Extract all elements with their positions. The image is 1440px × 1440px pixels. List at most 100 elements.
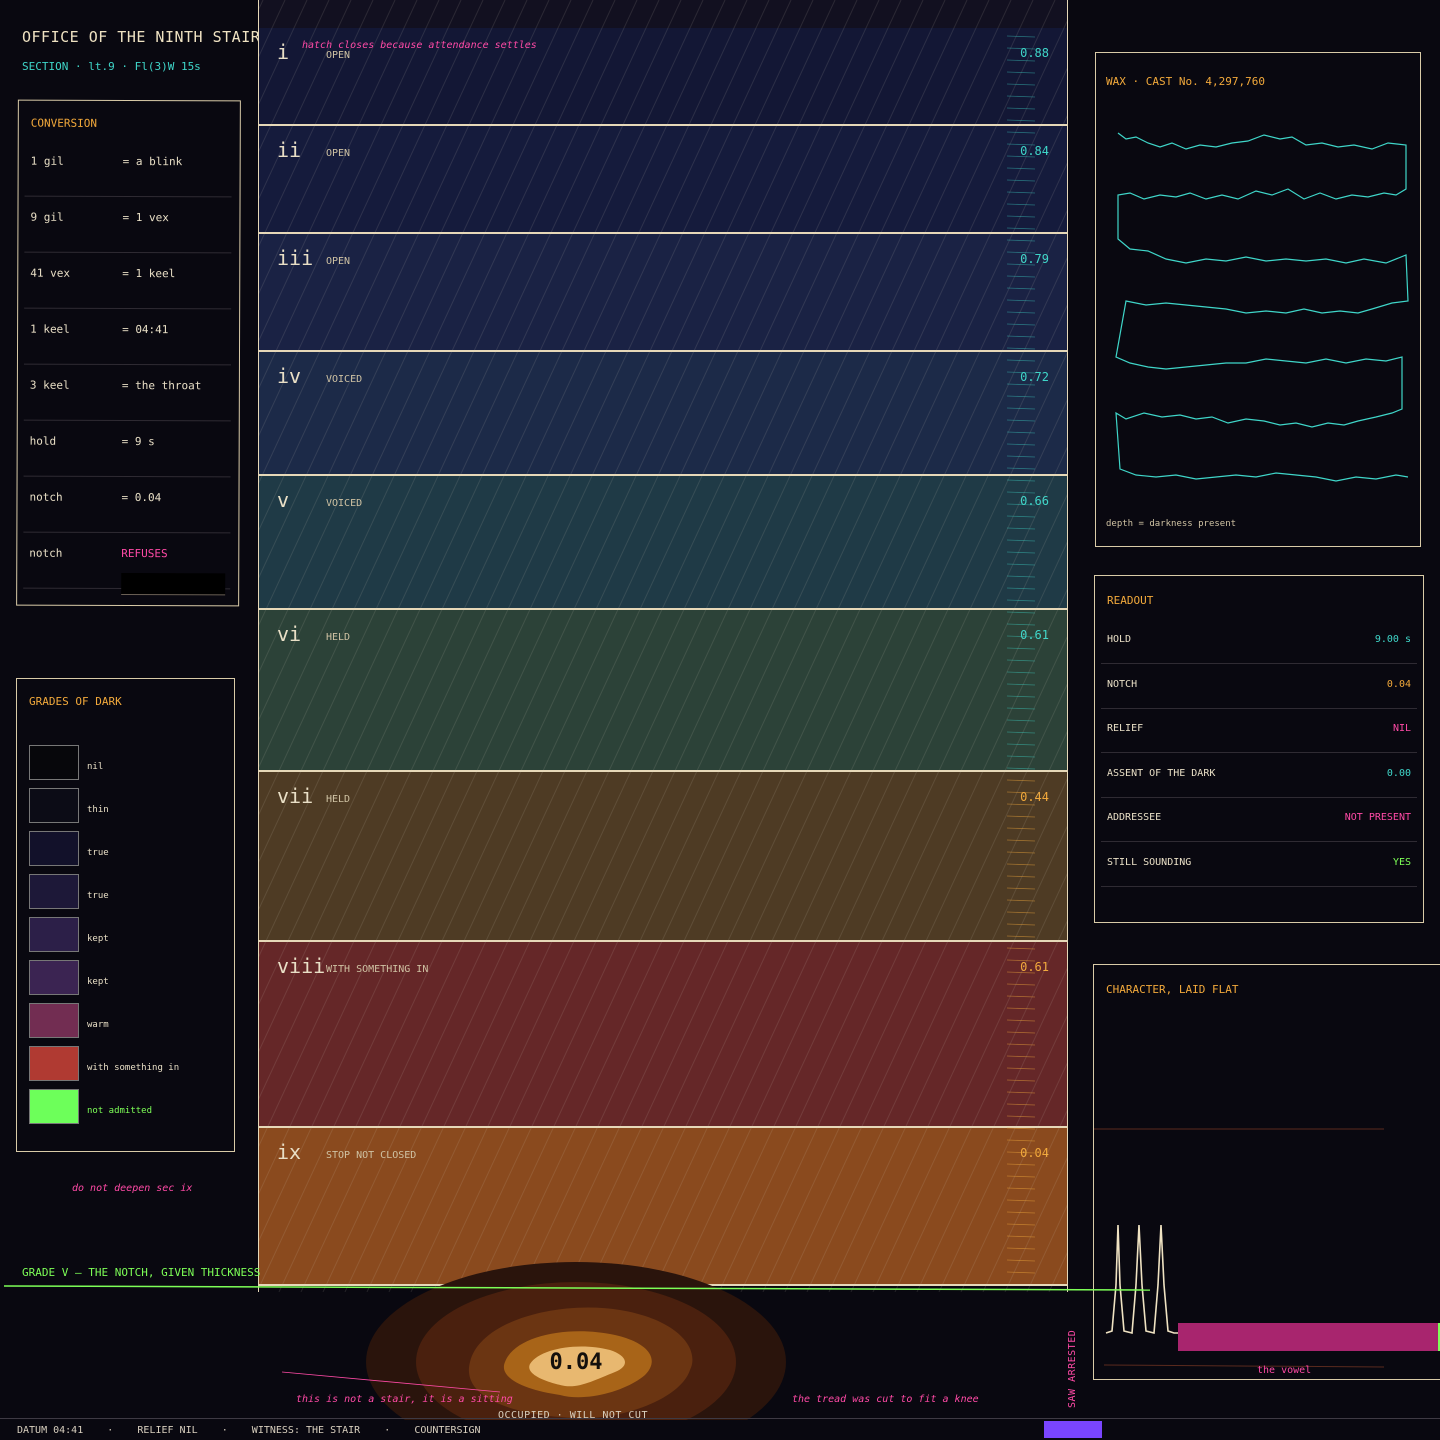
- tread-state: VOICED: [326, 374, 363, 385]
- stair-tread: vi HELD 0.61: [259, 608, 1067, 770]
- grade-swatch: [29, 1046, 79, 1081]
- wax-footer: depth = darkness present: [1106, 519, 1237, 529]
- readout-title: READOUT: [1107, 594, 1154, 607]
- grade-swatch: [29, 831, 79, 866]
- notch-value: 0.04: [549, 1350, 603, 1375]
- readout-value: NIL: [1392, 723, 1411, 734]
- tread-value: 0.04: [1020, 1146, 1049, 1160]
- stair-tread: i OPEN 0.88: [259, 28, 1067, 124]
- tread-value: 0.79: [1020, 252, 1049, 266]
- tread-state: VOICED: [326, 498, 363, 509]
- grade-swatch: [29, 1003, 79, 1038]
- readout-row: RELIEF NIL: [1101, 709, 1417, 753]
- stair-tread: v VOICED 0.66: [259, 474, 1067, 608]
- tread-number: viii: [277, 954, 326, 978]
- countersign-block[interactable]: [1044, 1421, 1102, 1438]
- notch-contour: [3, 1262, 1151, 1420]
- tread-value: 0.88: [1020, 46, 1049, 60]
- conversion-row: 1 keel = 04:41: [23, 308, 232, 366]
- readout-key: HOLD: [1107, 634, 1132, 645]
- tread-number: i: [277, 40, 290, 64]
- conversion-key: notch: [29, 546, 63, 560]
- tread-number: v: [277, 488, 290, 512]
- grade-swatch: [29, 917, 79, 952]
- tread-state: OPEN: [326, 50, 351, 61]
- readout-row: ASSENT OF THE DARK 0.00: [1101, 754, 1417, 798]
- grade-label: not admitted: [87, 1106, 153, 1116]
- readout-value: 0.00: [1386, 767, 1411, 779]
- readout-key: RELIEF: [1107, 723, 1144, 734]
- conversion-key: 3 keel: [29, 378, 70, 392]
- conversion-value: = 0.04: [121, 490, 162, 505]
- grade-swatch: [29, 960, 79, 995]
- conversion-title: CONVERSION: [30, 116, 98, 130]
- conversion-row: notch = 0.04: [23, 476, 231, 534]
- tread-value: 0.66: [1020, 494, 1049, 508]
- footer-text: DATUM 04:41 · RELIEF NIL · WITNESS: THE …: [17, 1425, 481, 1436]
- conversion-key: 41 vex: [30, 266, 71, 280]
- readout-value: 0.04: [1386, 678, 1411, 690]
- conversion-key: 1 gil: [30, 154, 64, 168]
- conversion-row: 41 vex = 1 keel: [24, 252, 232, 310]
- readout-key: ASSENT OF THE DARK: [1107, 767, 1216, 779]
- tread-number: iv: [277, 364, 302, 388]
- readout-key: STILL SOUNDING: [1107, 856, 1192, 868]
- grade-v-label: GRADE V — THE NOTCH, GIVEN THICKNESS: [22, 1266, 261, 1279]
- conversion-value: = 04:41: [122, 322, 169, 337]
- wax-trace: [1115, 132, 1409, 482]
- grade-label: kept: [87, 934, 109, 944]
- conversion-row: 3 keel = the throat: [23, 364, 231, 422]
- tread-value: 0.84: [1020, 144, 1049, 158]
- character-panel: CHARACTER, LAID FLAT the vowel: [1093, 964, 1440, 1380]
- tread-number: vi: [277, 622, 302, 646]
- grade-swatch: [29, 874, 79, 909]
- tread-state: STOP NOT CLOSED: [326, 1150, 417, 1161]
- readout-row: HOLD 9.00 s: [1101, 620, 1417, 664]
- tread-state: HELD: [326, 632, 351, 643]
- stair-tread: viii WITH SOMETHING IN 0.61: [259, 940, 1067, 1126]
- conversion-value: REFUSES: [121, 546, 168, 561]
- tread-state: OPEN: [326, 148, 351, 159]
- grades-panel: GRADES OF DARK nil thin true true kept kept wa…: [16, 678, 235, 1152]
- tread-value: 0.61: [1020, 628, 1049, 642]
- tread-number: iii: [277, 246, 314, 270]
- tread-value: 0.72: [1020, 370, 1049, 384]
- stair-tread: ii OPEN 0.84: [259, 124, 1067, 232]
- footer-bar: DATUM 04:41 · RELIEF NIL · WITNESS: THE …: [0, 1418, 1440, 1440]
- stair-tread: iv VOICED 0.72: [259, 350, 1067, 474]
- note-stair: this is not a stair, it is a sitting: [296, 1394, 513, 1405]
- conversion-panel: CONVERSION 1 gil = a blink 9 gil = 1 vex 41 …: [16, 99, 241, 607]
- conversion-value: = 1 keel: [122, 266, 176, 281]
- readout-panel: READOUT HOLD 9.00 s NOTCH 0.04 RELIEF NIL ASSE…: [1094, 575, 1424, 923]
- readout-row: NOTCH 0.04: [1101, 665, 1417, 709]
- wax-title: WAX · CAST No. 4,297,760: [1106, 75, 1265, 88]
- conversion-value: = the throat: [121, 378, 202, 393]
- conversion-value: = 1 vex: [122, 210, 169, 225]
- grade-label: nil: [87, 762, 104, 772]
- conversion-key: 1 keel: [30, 322, 70, 336]
- grade-label: thin: [87, 805, 109, 815]
- conversion-value: = 9 s: [121, 434, 155, 449]
- readout-value: NOT PRESENT: [1344, 812, 1411, 823]
- tread-state: OPEN: [326, 256, 351, 267]
- tread-value: 0.61: [1020, 960, 1049, 974]
- readout-key: NOTCH: [1107, 678, 1138, 690]
- character-trace: [1094, 1128, 1440, 1368]
- tread-value: 0.44: [1020, 790, 1049, 804]
- grade-label: warm: [87, 1020, 109, 1030]
- tread-number: ix: [277, 1140, 302, 1164]
- grades-title: GRADES OF DARK: [29, 695, 122, 708]
- grade-label: true: [87, 848, 109, 858]
- stair-tread: iii OPEN 0.79: [259, 232, 1067, 350]
- conversion-key: hold: [29, 434, 57, 448]
- grades-note: do not deepen sec ix: [72, 1183, 193, 1194]
- stair-tread: ix STOP NOT CLOSED 0.04: [259, 1126, 1067, 1284]
- conversion-row: 1 gil = a blink: [24, 140, 232, 198]
- character-title: CHARACTER, LAID FLAT: [1106, 983, 1239, 996]
- readout-value: YES: [1392, 856, 1411, 868]
- readout-value: 9.00 s: [1374, 634, 1411, 645]
- stair-column: i OPEN 0.88 ii OPEN 0.84 iii OPEN 0.79 iv VOICED 0.…: [258, 0, 1068, 1292]
- tread-number: vii: [277, 784, 314, 808]
- occupied-label: OCCUPIED · WILL NOT CUT: [498, 1410, 648, 1421]
- tread-state: HELD: [326, 794, 351, 805]
